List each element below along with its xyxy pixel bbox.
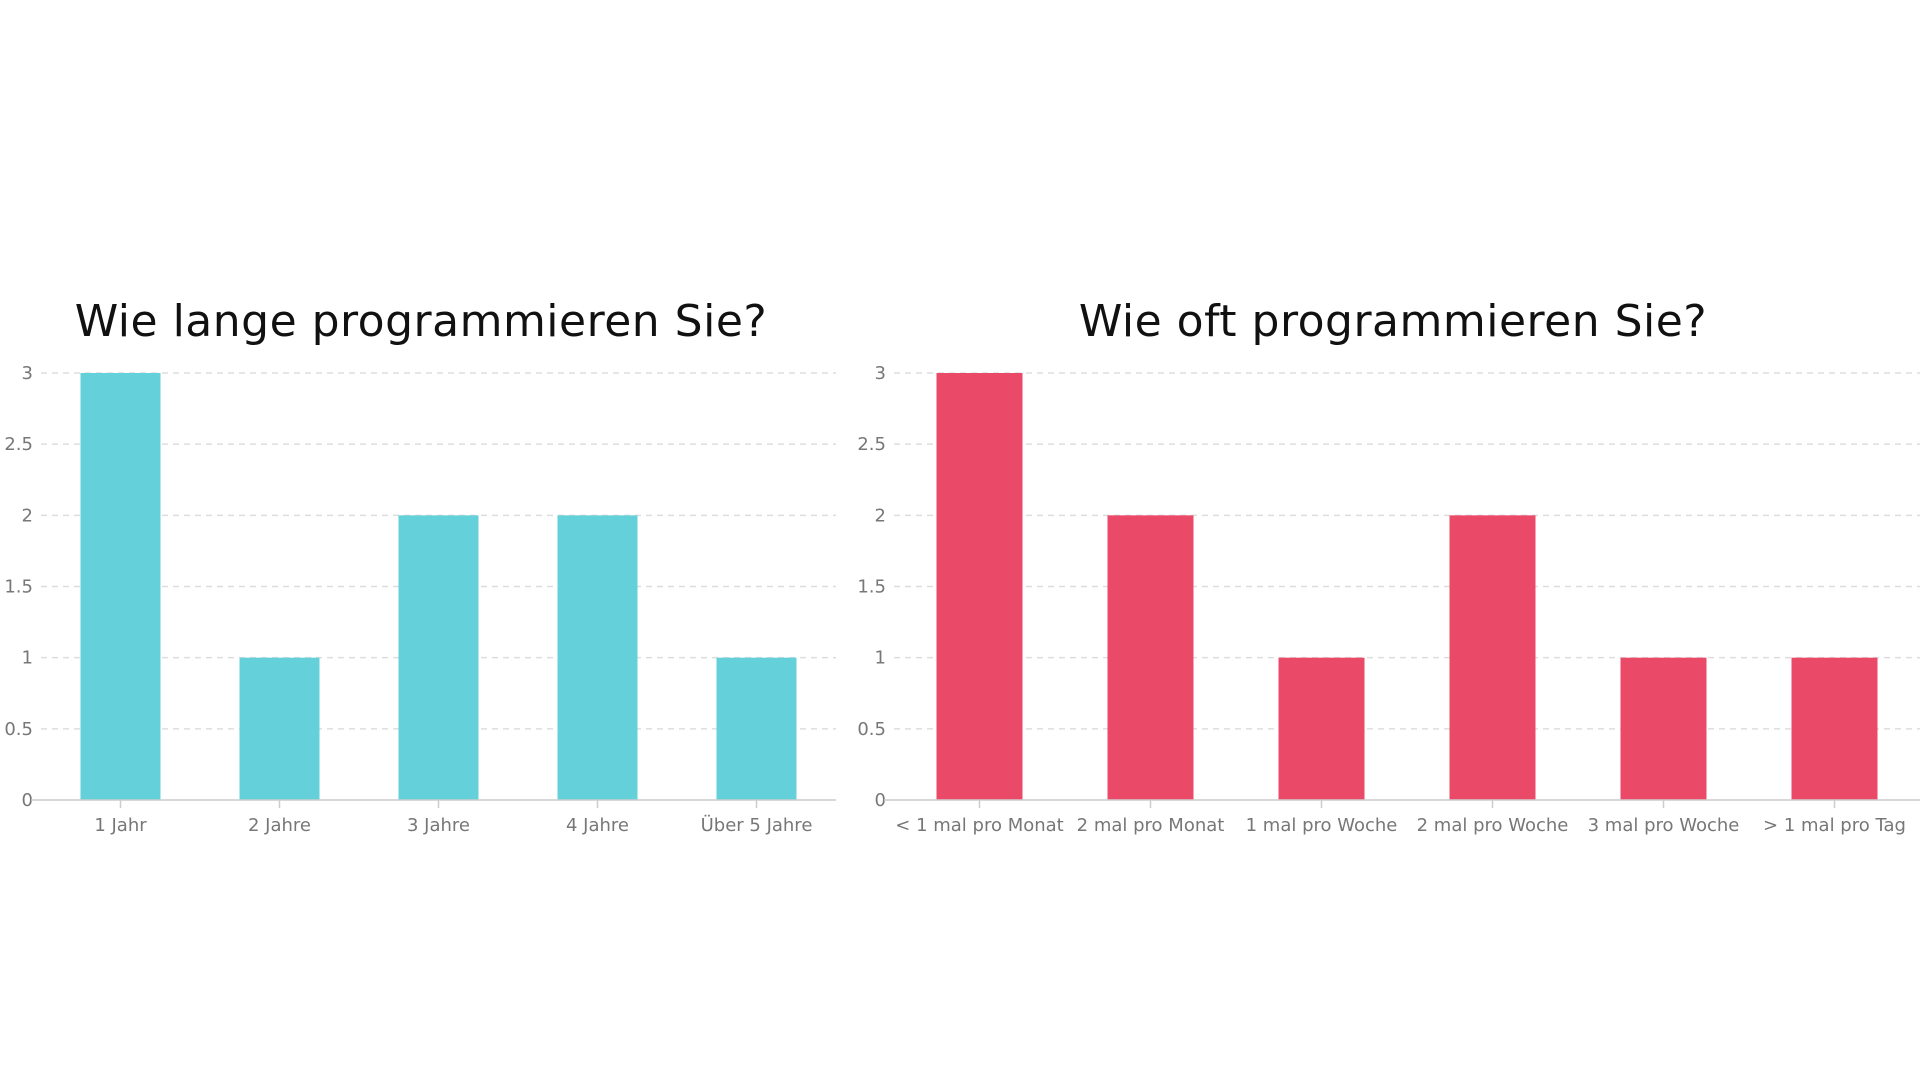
frequency-bar <box>1791 657 1878 800</box>
frequency-bar <box>936 373 1023 800</box>
duration-category-label: 4 Jahre <box>566 815 629 836</box>
frequency-y-tick-label: 1.5 <box>857 577 886 598</box>
chart-title-duration: Wie lange programmieren Sie? <box>74 296 768 347</box>
duration-y-tick-label: 2.5 <box>4 434 33 455</box>
duration-bar <box>716 657 797 800</box>
duration-y-tick-label: 0 <box>22 790 33 811</box>
frequency-category-label: 2 mal pro Woche <box>1417 815 1569 836</box>
duration-y-tick-label: 1 <box>22 648 33 669</box>
duration-bar <box>398 515 479 800</box>
duration-bar <box>239 657 320 800</box>
bar-chart-frequency: 0 0.5 1 1.5 2 2.5 3 < 1 mal pro Monat 2 mal pro … <box>857 363 1920 836</box>
duration-y-tick-label: 0.5 <box>4 719 33 740</box>
duration-category-label: Über 5 Jahre <box>701 814 813 836</box>
duration-y-tick-label: 1.5 <box>4 577 33 598</box>
frequency-y-tick-label: 0.5 <box>857 719 886 740</box>
bar-chart-duration: 0 0.5 1 1.5 2 2.5 3 1 Jahr 2 Jahre 3 Jahre 4 Jahre… <box>4 363 836 836</box>
frequency-category-label: > 1 mal pro Tag <box>1763 815 1906 836</box>
frequency-category-label: 2 mal pro Monat <box>1077 815 1225 836</box>
duration-category-label: 2 Jahre <box>248 815 311 836</box>
frequency-category-label: 3 mal pro Woche <box>1588 815 1740 836</box>
frequency-y-tick-label: 2 <box>875 505 886 526</box>
frequency-bar <box>1107 515 1194 800</box>
frequency-category-label: 1 mal pro Woche <box>1246 815 1398 836</box>
frequency-bar <box>1620 657 1707 800</box>
duration-category-label: 3 Jahre <box>407 815 470 836</box>
frequency-bar <box>1449 515 1536 800</box>
frequency-y-tick-label: 2.5 <box>857 434 886 455</box>
frequency-bar <box>1278 657 1365 800</box>
frequency-y-tick-label: 0 <box>875 790 886 811</box>
frequency-y-tick-label: 3 <box>875 363 886 384</box>
frequency-y-tick-label: 1 <box>875 648 886 669</box>
duration-y-tick-label: 2 <box>22 505 33 526</box>
duration-bar <box>557 515 638 800</box>
duration-y-tick-label: 3 <box>22 363 33 384</box>
frequency-category-label: < 1 mal pro Monat <box>895 815 1063 836</box>
duration-category-label: 1 Jahr <box>94 815 147 836</box>
duration-bar <box>80 373 161 800</box>
chart-title-frequency: Wie oft programmieren Sie? <box>1078 296 1708 347</box>
